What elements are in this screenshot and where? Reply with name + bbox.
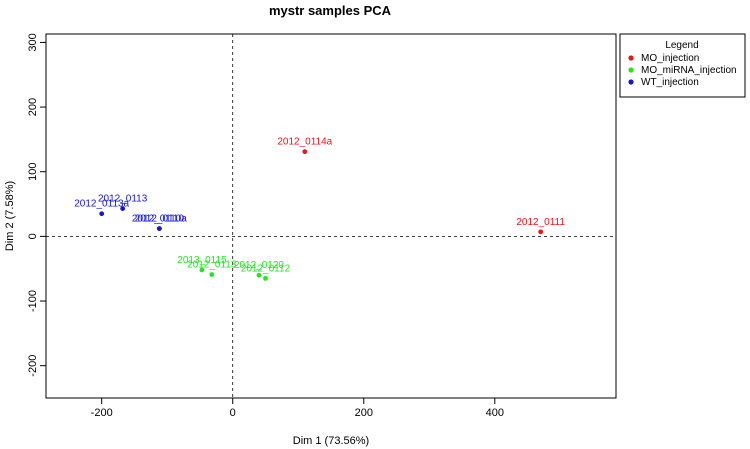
- x-tick-label: 0: [230, 407, 236, 419]
- plot-frame: [45, 33, 617, 399]
- y-tick-label: 0: [27, 233, 39, 239]
- legend-entry-label: WT_injection: [641, 77, 699, 88]
- point-label: 2012_0110: [135, 214, 185, 225]
- data-point: [263, 275, 268, 281]
- x-axis-title: Dim 1 (73.56%): [293, 435, 369, 447]
- point-label: 2012_0113a: [74, 199, 129, 210]
- reference-lines: [46, 34, 616, 398]
- point-label: 2012_0114a: [277, 137, 332, 148]
- legend: Legend MO_injectionMO_miRNA_injectionWT_…: [619, 33, 746, 98]
- x-tick-label: 200: [355, 407, 373, 419]
- point-label: 2012_0113: [187, 260, 237, 271]
- legend-entry-label: MO_miRNA_injection: [641, 65, 737, 76]
- point-label: 2012_0112: [241, 263, 291, 274]
- data-point: [302, 149, 308, 155]
- legend-box: [619, 33, 746, 98]
- x-tick-label: 400: [486, 407, 504, 419]
- chart-title: mystr samples PCA: [269, 3, 392, 18]
- legend-marker: [628, 55, 634, 61]
- x-tick-label: -200: [91, 407, 113, 419]
- point-label: 2012_0110a: [132, 214, 187, 225]
- data-point: [209, 272, 215, 277]
- legend-entries: MO_injectionMO_miRNA_injectionWT_injecti…: [628, 53, 737, 88]
- point-label: 2012_0111: [516, 217, 565, 228]
- y-tick-label: 200: [27, 98, 39, 116]
- data-point: [156, 226, 162, 232]
- y-axis-title: Dim 2 (7.58%): [4, 181, 16, 251]
- point-labels: 2012_0114a2012_01112013_01152012_0113201…: [74, 137, 565, 275]
- data-point: [538, 229, 544, 235]
- legend-entry-label: MO_injection: [641, 53, 699, 64]
- y-tick-label: 100: [27, 163, 39, 181]
- y-tick-label: -200: [27, 355, 39, 377]
- data-point: [120, 206, 126, 211]
- legend-marker: [628, 79, 634, 85]
- x-axis-ticks: -200 0 200 400: [91, 398, 504, 419]
- y-tick-label: 300: [27, 33, 39, 51]
- data-point: [256, 272, 262, 278]
- point-label: 2012_0113: [98, 194, 148, 205]
- y-axis-ticks: -200 -100 0 100 200 300: [27, 33, 46, 377]
- y-tick-label: -100: [27, 290, 39, 312]
- data-point: [99, 211, 105, 217]
- point-label: 2013_0115: [177, 255, 227, 266]
- data-points: [99, 149, 544, 281]
- legend-marker: [628, 67, 634, 73]
- point-label: 2012_0120: [234, 260, 284, 271]
- data-point: [199, 267, 205, 273]
- legend-title: Legend: [665, 40, 698, 51]
